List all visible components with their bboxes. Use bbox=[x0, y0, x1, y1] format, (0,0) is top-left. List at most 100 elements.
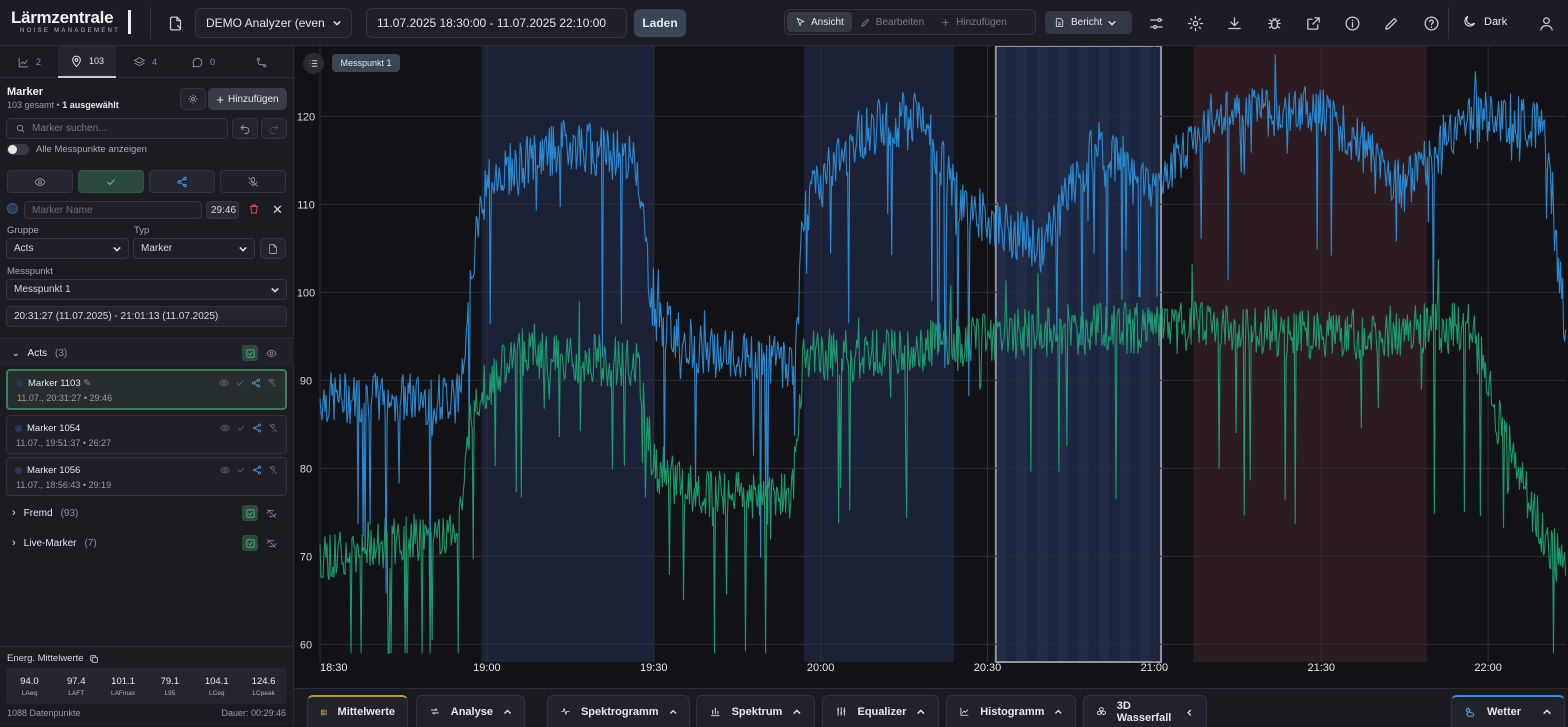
new-file-icon[interactable] bbox=[162, 10, 188, 36]
marker-search-input[interactable]: Marker suchen... bbox=[6, 118, 228, 139]
bottom-tab-label: Analyse bbox=[450, 705, 493, 718]
toggle-switch[interactable] bbox=[7, 144, 29, 155]
date-range-field[interactable]: 11.07.2025 18:30:00 - 11.07.2025 22:10:0… bbox=[366, 8, 627, 38]
check-icon[interactable] bbox=[236, 465, 246, 475]
settings-gear-icon[interactable] bbox=[1182, 10, 1208, 36]
copy-template-button[interactable] bbox=[260, 238, 286, 259]
chevron-up-icon[interactable] bbox=[1542, 707, 1552, 717]
chevron-up-icon[interactable] bbox=[792, 707, 802, 717]
info-icon[interactable] bbox=[1339, 10, 1365, 36]
add-marker-button[interactable]: + Hinzufügen bbox=[208, 88, 287, 110]
filter-shared-button[interactable] bbox=[149, 170, 215, 193]
group-select[interactable]: Acts bbox=[6, 238, 129, 259]
bottom-tab-analyse[interactable]: Analyse bbox=[416, 695, 525, 727]
group-eye-off-icon[interactable] bbox=[263, 505, 279, 521]
marker-card[interactable]: Marker 1054 11.07., 19:51:37 • 26:27 bbox=[6, 415, 287, 454]
check-icon[interactable] bbox=[235, 378, 245, 388]
eye-icon[interactable] bbox=[220, 465, 230, 475]
time-range-field[interactable]: 20:31:27 (11.07.2025) - 21:01:13 (11.07.… bbox=[6, 306, 287, 327]
app-logo[interactable]: Lärmzentrale NOISE MANAGEMENT bbox=[11, 8, 131, 38]
bottom-tab-spektrogramm[interactable]: Spektrogramm bbox=[547, 695, 690, 727]
group-fremd[interactable]: › Fremd (93) bbox=[0, 500, 294, 526]
mic-off-icon[interactable] bbox=[267, 378, 277, 388]
document-icon bbox=[1055, 17, 1064, 28]
user-icon[interactable] bbox=[1533, 10, 1559, 36]
marker-color-picker[interactable] bbox=[7, 203, 18, 214]
mode-view-button[interactable]: Ansicht bbox=[787, 12, 852, 32]
share-icon[interactable] bbox=[252, 465, 262, 475]
bug-icon[interactable] bbox=[1261, 10, 1287, 36]
stat-key: LAFT bbox=[68, 689, 85, 697]
group-check-icon[interactable] bbox=[242, 345, 258, 361]
time-series-chart[interactable]: 60 70 80 90 100 110 120 18:30 19:00 19:30 20:00 20:… bbox=[294, 46, 1568, 688]
redo-button[interactable] bbox=[261, 118, 287, 139]
copy-icon[interactable] bbox=[89, 654, 99, 664]
measure-point-badge[interactable]: Messpunkt 1 bbox=[332, 54, 400, 72]
mode-add-button[interactable]: Hinzufügen bbox=[932, 12, 1015, 32]
mode-edit-button[interactable]: Bearbeiten bbox=[852, 12, 932, 32]
chevron-up-icon[interactable] bbox=[916, 707, 926, 717]
marker-card[interactable]: Marker 1103 ✎ 11.07., 20:31:27 • 29:46 bbox=[6, 369, 287, 410]
bottom-tab-label: Spektrogramm bbox=[580, 705, 659, 718]
tab-routes[interactable] bbox=[232, 46, 290, 78]
chevron-up-icon[interactable] bbox=[669, 707, 677, 717]
mode-view-label: Ansicht bbox=[811, 16, 844, 28]
chevron-up-icon[interactable] bbox=[503, 707, 512, 717]
chevron-right-icon: › bbox=[12, 537, 16, 549]
bottom-tab-mittelwerte[interactable]: Mittelwerte bbox=[307, 695, 408, 727]
mic-off-icon[interactable] bbox=[268, 423, 278, 433]
selected-window-stripe bbox=[995, 46, 1007, 662]
chart-area[interactable]: 60 70 80 90 100 110 120 18:30 19:00 19:30 20:00 20:… bbox=[294, 46, 1568, 688]
pencil-icon[interactable]: ✎ bbox=[83, 378, 92, 389]
add-marker-label: Hinzufügen bbox=[228, 93, 279, 105]
group-eye-off-icon[interactable] bbox=[263, 535, 279, 551]
marker-settings-button[interactable] bbox=[180, 88, 206, 110]
type-select[interactable]: Marker bbox=[133, 238, 255, 259]
legend-toggle-button[interactable] bbox=[303, 53, 324, 74]
eye-icon[interactable] bbox=[220, 423, 230, 433]
download-icon[interactable] bbox=[1221, 10, 1247, 36]
tab-charts[interactable]: 2 bbox=[0, 46, 58, 78]
check-icon[interactable] bbox=[236, 423, 246, 433]
filter-muted-button[interactable] bbox=[220, 170, 286, 193]
bottom-tab-spektrum[interactable]: Spektrum bbox=[696, 695, 815, 727]
close-icon[interactable]: ✕ bbox=[272, 202, 283, 217]
eye-icon[interactable] bbox=[219, 378, 229, 388]
tab-layers[interactable]: 4 bbox=[116, 46, 174, 78]
undo-button[interactable] bbox=[232, 118, 258, 139]
show-all-points-toggle[interactable]: Alle Messpunkte anzeigen bbox=[7, 144, 147, 155]
tab-comments[interactable]: 0 bbox=[174, 46, 232, 78]
point-select[interactable]: Messpunkt 1 bbox=[6, 279, 287, 300]
group-eye-icon[interactable] bbox=[263, 345, 279, 361]
filter-visible-button[interactable] bbox=[7, 170, 73, 193]
external-link-icon[interactable] bbox=[1300, 10, 1326, 36]
mic-off-icon[interactable] bbox=[268, 465, 278, 475]
chevron-up-icon[interactable] bbox=[1054, 707, 1063, 717]
marker-card[interactable]: Marker 1056 11.07., 18:56:43 • 29:19 bbox=[6, 457, 287, 496]
load-button[interactable]: Laden bbox=[634, 9, 686, 37]
trash-icon[interactable] bbox=[248, 203, 260, 218]
panel-title: Marker bbox=[7, 86, 44, 98]
marker-name-input[interactable]: Marker Name bbox=[24, 201, 202, 219]
bars-icon bbox=[711, 707, 720, 717]
bottom-tab-histogramm[interactable]: Histogramm bbox=[946, 695, 1076, 727]
bottom-tab-wetter[interactable]: Wetter bbox=[1451, 695, 1565, 727]
group-check-icon[interactable] bbox=[242, 535, 258, 551]
filter-checked-button[interactable] bbox=[78, 170, 144, 193]
group-live-marker[interactable]: › Live-Marker (7) bbox=[0, 530, 294, 556]
selected-window-stripe bbox=[1099, 46, 1110, 662]
chevron-left-icon[interactable] bbox=[1186, 707, 1194, 717]
tab-markers[interactable]: 103 bbox=[58, 46, 116, 78]
analyzer-select[interactable]: DEMO Analyzer (even bbox=[195, 8, 352, 38]
filter-sliders-icon[interactable] bbox=[1143, 10, 1169, 36]
bottom-tab-equalizer[interactable]: Equalizer bbox=[822, 695, 939, 727]
group-value: Acts bbox=[14, 243, 34, 254]
group-check-icon[interactable] bbox=[242, 505, 258, 521]
edit-pencil-icon[interactable] bbox=[1378, 10, 1404, 36]
share-icon[interactable] bbox=[252, 423, 262, 433]
help-icon[interactable] bbox=[1418, 10, 1444, 36]
report-button[interactable]: Bericht bbox=[1045, 11, 1132, 34]
share-icon[interactable] bbox=[251, 378, 261, 388]
theme-toggle[interactable]: Dark bbox=[1462, 14, 1507, 29]
bottom-tab-3d-wasserfall[interactable]: 3D Wasserfall bbox=[1083, 695, 1207, 727]
